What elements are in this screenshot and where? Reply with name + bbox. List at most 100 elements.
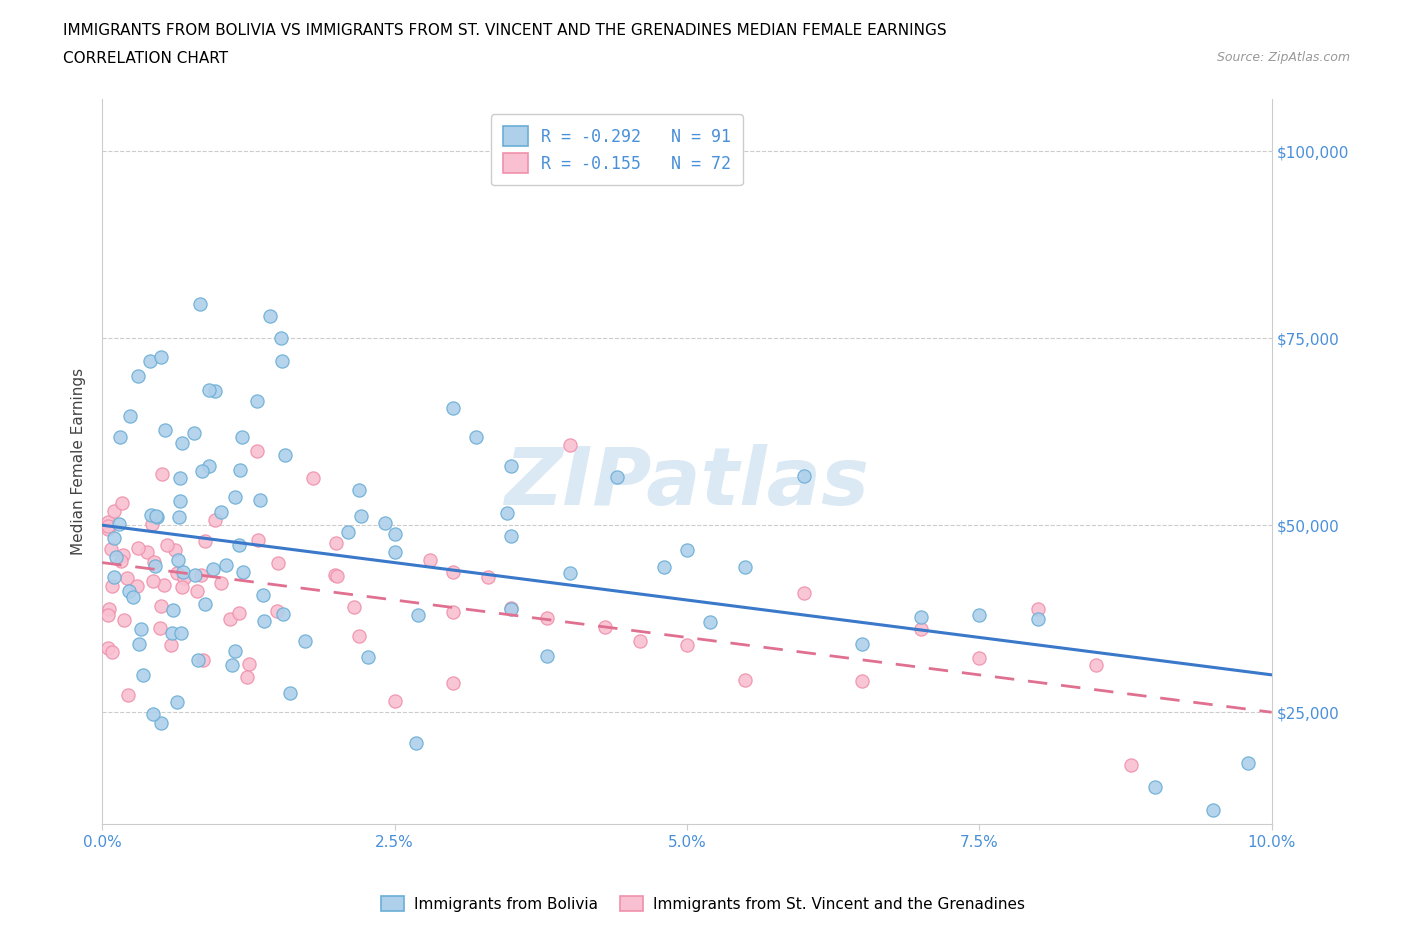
Point bbox=[441, 675, 464, 690]
Point bbox=[110, 496, 132, 511]
Point bbox=[536, 648, 558, 663]
Point bbox=[143, 559, 166, 574]
Point bbox=[150, 350, 173, 365]
Point bbox=[793, 469, 815, 484]
Point bbox=[101, 578, 124, 593]
Point bbox=[143, 554, 166, 569]
Point bbox=[405, 736, 427, 751]
Point bbox=[160, 625, 183, 640]
Point bbox=[357, 649, 380, 664]
Point bbox=[501, 601, 523, 616]
Point bbox=[259, 308, 281, 323]
Point bbox=[1202, 802, 1225, 817]
Point bbox=[197, 458, 219, 473]
Point bbox=[121, 590, 143, 604]
Point bbox=[100, 644, 122, 659]
Point bbox=[169, 494, 191, 509]
Point bbox=[97, 521, 120, 536]
Point bbox=[558, 438, 581, 453]
Point bbox=[146, 510, 169, 525]
Point bbox=[229, 462, 252, 477]
Point bbox=[152, 578, 174, 592]
Point bbox=[247, 533, 270, 548]
Point bbox=[201, 562, 224, 577]
Point bbox=[139, 508, 162, 523]
Point bbox=[734, 672, 756, 687]
Point bbox=[323, 567, 346, 582]
Point bbox=[1085, 658, 1108, 672]
Point bbox=[135, 544, 157, 559]
Legend: Immigrants from Bolivia, Immigrants from St. Vincent and the Grenadines: Immigrants from Bolivia, Immigrants from… bbox=[375, 889, 1031, 918]
Point bbox=[734, 559, 756, 574]
Point bbox=[349, 483, 371, 498]
Point bbox=[496, 506, 519, 521]
Point bbox=[118, 583, 141, 598]
Point bbox=[501, 602, 523, 617]
Point bbox=[271, 353, 294, 368]
Point bbox=[211, 504, 233, 519]
Point bbox=[384, 694, 406, 709]
Point bbox=[593, 620, 616, 635]
Point bbox=[441, 565, 464, 579]
Point bbox=[166, 695, 188, 710]
Point bbox=[165, 542, 187, 557]
Point bbox=[652, 560, 675, 575]
Legend: R = -0.292   N = 91, R = -0.155   N = 72: R = -0.292 N = 91, R = -0.155 N = 72 bbox=[491, 114, 742, 185]
Point bbox=[406, 607, 429, 622]
Point bbox=[150, 466, 173, 481]
Point bbox=[104, 550, 127, 565]
Point bbox=[117, 570, 139, 585]
Point bbox=[1121, 757, 1143, 772]
Point bbox=[167, 552, 190, 567]
Point bbox=[191, 463, 214, 478]
Point bbox=[294, 633, 316, 648]
Point bbox=[558, 566, 581, 581]
Point bbox=[228, 538, 250, 552]
Point bbox=[252, 588, 274, 603]
Point bbox=[184, 568, 207, 583]
Point bbox=[224, 490, 246, 505]
Point bbox=[325, 568, 347, 583]
Point bbox=[628, 633, 651, 648]
Point bbox=[187, 653, 209, 668]
Point bbox=[501, 528, 523, 543]
Point bbox=[699, 615, 721, 630]
Point bbox=[374, 515, 396, 530]
Point bbox=[246, 393, 269, 408]
Point bbox=[149, 621, 172, 636]
Point bbox=[851, 673, 873, 688]
Point bbox=[967, 650, 990, 665]
Point bbox=[173, 571, 195, 586]
Point bbox=[231, 430, 253, 445]
Point bbox=[204, 383, 226, 398]
Point bbox=[215, 558, 238, 573]
Point bbox=[103, 530, 125, 545]
Point bbox=[910, 610, 932, 625]
Point bbox=[190, 567, 212, 582]
Point bbox=[204, 512, 226, 527]
Point bbox=[219, 612, 242, 627]
Point bbox=[117, 687, 139, 702]
Text: ZIPatlas: ZIPatlas bbox=[505, 445, 869, 523]
Point bbox=[1026, 612, 1049, 627]
Point bbox=[221, 658, 243, 672]
Point bbox=[169, 510, 191, 525]
Point bbox=[97, 607, 120, 622]
Point bbox=[97, 602, 120, 617]
Point bbox=[170, 625, 193, 640]
Point bbox=[336, 525, 359, 539]
Point bbox=[193, 653, 215, 668]
Point bbox=[108, 517, 131, 532]
Point bbox=[197, 382, 219, 397]
Point bbox=[138, 353, 160, 368]
Point bbox=[141, 516, 163, 531]
Point bbox=[142, 706, 165, 721]
Point bbox=[606, 470, 628, 485]
Point bbox=[274, 448, 297, 463]
Point bbox=[155, 422, 177, 437]
Y-axis label: Median Female Earnings: Median Female Earnings bbox=[72, 368, 86, 555]
Point bbox=[127, 540, 149, 555]
Point bbox=[156, 538, 179, 552]
Point bbox=[325, 535, 347, 550]
Point bbox=[441, 604, 464, 619]
